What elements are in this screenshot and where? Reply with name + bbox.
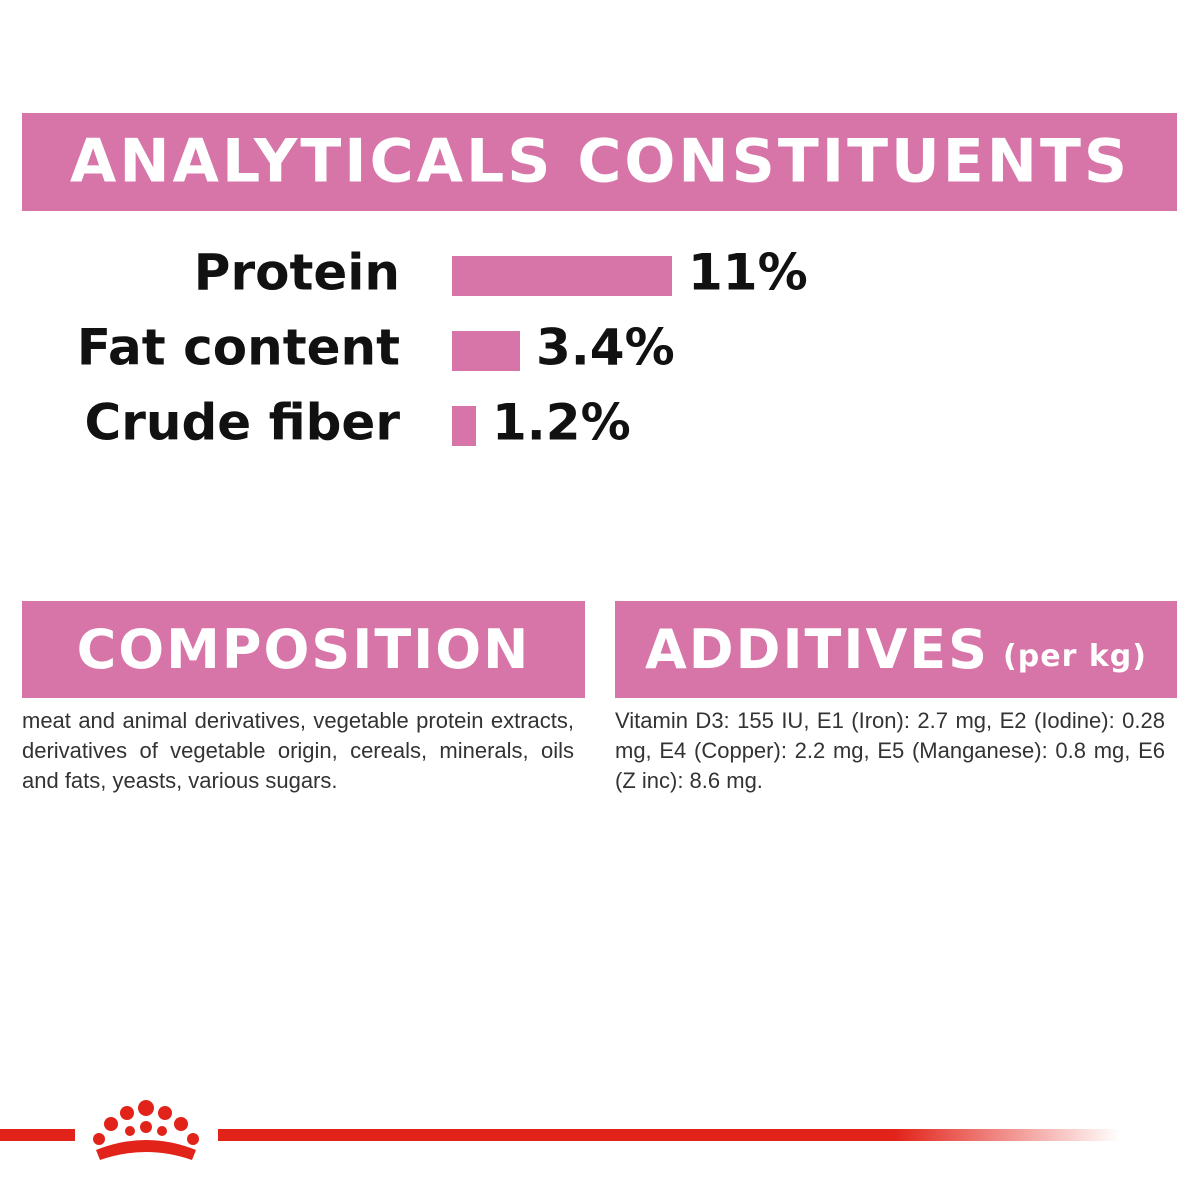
category-label: Fat content xyxy=(77,319,400,377)
bar xyxy=(452,256,672,296)
chart-title: ANALYTICALS CONSTITUENTS xyxy=(70,127,1130,197)
value-label: 3.4% xyxy=(536,319,675,377)
value-label: 1.2% xyxy=(492,394,631,452)
value-label: 11% xyxy=(688,244,808,302)
additives-subtitle: (per kg) xyxy=(1003,639,1147,674)
footer-line xyxy=(218,1129,1120,1141)
category-label: Crude fiber xyxy=(85,394,401,452)
footer-line xyxy=(0,1129,75,1141)
composition-box: COMPOSITION xyxy=(22,601,585,698)
footer xyxy=(0,1100,1120,1160)
category-label: Protein xyxy=(194,244,400,302)
bar xyxy=(452,406,476,446)
composition-title: COMPOSITION xyxy=(76,618,531,681)
additives-text: Vitamin D3: 155 IU, E1 (Iron): 2.7 mg, E… xyxy=(615,708,1165,793)
composition-text: meat and animal derivatives, vegetable p… xyxy=(22,708,574,793)
bar xyxy=(452,331,520,371)
logo xyxy=(93,1100,199,1160)
title-box xyxy=(22,113,1177,211)
additives-title: ADDITIVES xyxy=(645,618,990,681)
additives-box: ADDITIVES (per kg) xyxy=(615,601,1177,698)
